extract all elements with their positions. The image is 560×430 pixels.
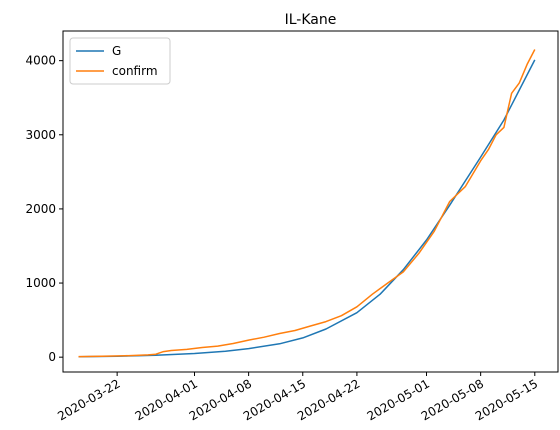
plot-frame: [62, 30, 559, 373]
chart-title: IL-Kane: [285, 12, 337, 28]
y-tick-label: 2000: [25, 202, 56, 216]
plot-lines: [78, 49, 536, 358]
series-line-confirm: [78, 49, 536, 358]
y-tick-label: 4000: [25, 54, 56, 68]
y-axis: 0 1000 2000 3000 4000: [25, 54, 63, 364]
legend-label-G: G: [112, 44, 121, 58]
series-line-G: [78, 59, 536, 358]
y-tick-label: 3000: [25, 128, 56, 142]
y-tick-label: 1000: [25, 276, 56, 290]
x-axis: 2020-03-22 2020-04-012020-04-082020-04-15…: [55, 372, 540, 423]
y-tick-label: 0: [48, 350, 56, 364]
legend-label-confirm: confirm: [112, 64, 158, 78]
legend-box: [69, 37, 171, 85]
x-tick-label: 2020-03-22: [55, 376, 122, 423]
